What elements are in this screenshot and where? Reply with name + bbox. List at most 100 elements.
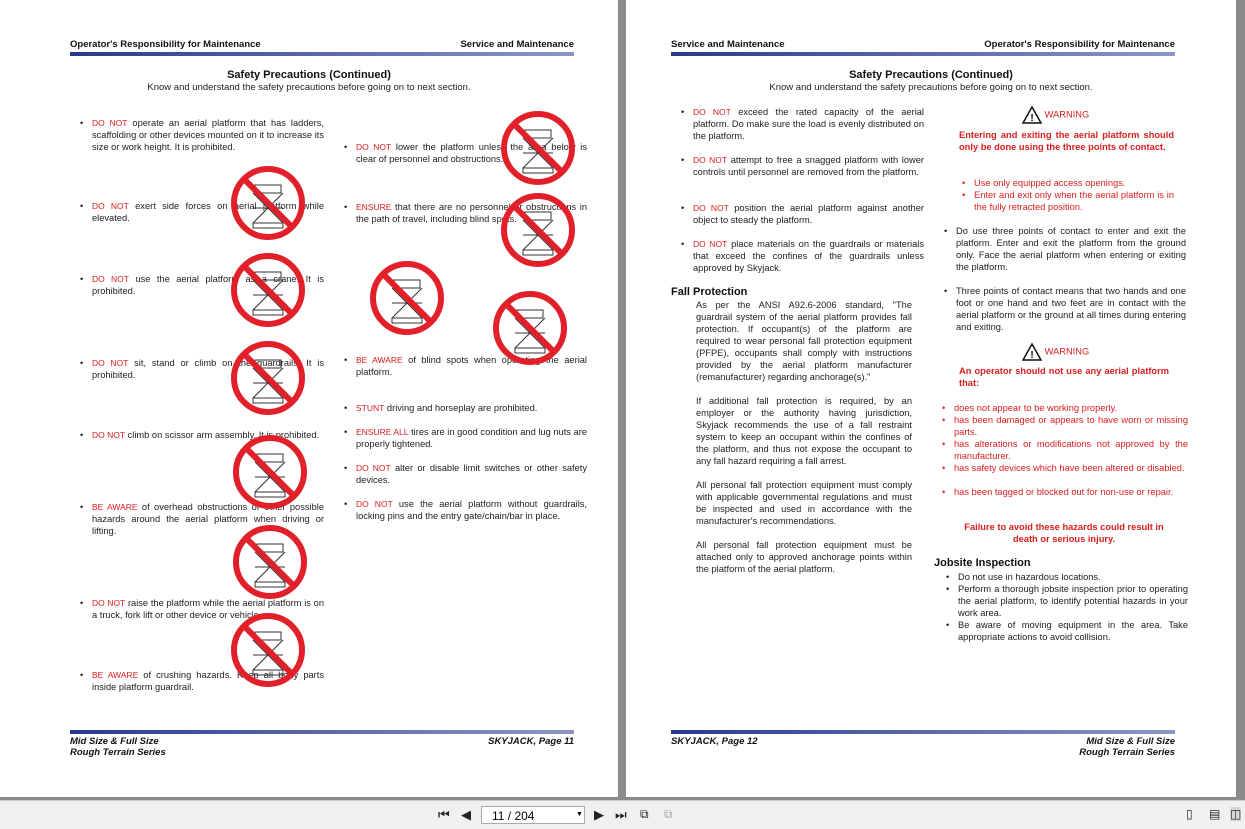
- safety-bullet: DO NOT place materials on the guardrails…: [681, 238, 924, 274]
- fit-page-icon[interactable]: ⧉: [640, 807, 649, 821]
- page-number-input[interactable]: 11 / 204: [481, 806, 585, 824]
- prohibition-sign-icon: [501, 111, 575, 185]
- fall-protection-paragraph: As per the ANSI A92.6-2006 standard, "Th…: [696, 300, 912, 382]
- last-page-icon[interactable]: ⏭: [615, 807, 627, 822]
- jobsite-item: Do not use in hazardous locations.: [946, 571, 1188, 583]
- keyword: ENSURE ALL: [356, 427, 409, 437]
- safety-bullet: DO NOT climb on scissor arm assembly. It…: [80, 429, 324, 441]
- header-right: Service and Maintenance: [460, 39, 574, 50]
- keyword: BE AWARE: [92, 670, 139, 680]
- safety-bullet: BE AWARE of overhead obstructions or oth…: [80, 501, 324, 537]
- bullet-text: place materials on the guardrails or mat…: [693, 239, 924, 273]
- keyword: DO NOT: [693, 239, 728, 249]
- bullet-text: exceed the rated capacity of the aerial …: [693, 107, 924, 141]
- next-page-icon[interactable]: ▶: [594, 807, 604, 822]
- keyword: DO NOT: [693, 203, 729, 213]
- bullet-text: of crushing hazards. Keep all body parts…: [92, 670, 324, 692]
- first-page-icon[interactable]: ⏮: [438, 807, 450, 822]
- header-right: Operator's Responsibility for Maintenanc…: [984, 39, 1175, 50]
- keyword: DO NOT: [693, 155, 728, 165]
- safety-bullet: ENSURE that there are no personnel or ob…: [344, 201, 587, 225]
- header-left: Service and Maintenance: [671, 39, 785, 50]
- bullet-text: of blind spots when operating the aerial…: [356, 355, 587, 377]
- bullet-text: position the aerial platform against ano…: [693, 203, 924, 225]
- page-11: Operator's Responsibility for Maintenanc…: [0, 0, 618, 797]
- bullet-text: exert side forces on aerial platform whi…: [92, 201, 324, 223]
- header-left: Operator's Responsibility for Maintenanc…: [70, 39, 261, 50]
- safety-bullet: STUNT driving and horseplay are prohibit…: [344, 402, 587, 414]
- keyword: BE AWARE: [92, 502, 138, 512]
- fall-protection-heading: Fall Protection: [671, 286, 748, 298]
- keyword: ENSURE: [356, 202, 392, 212]
- footer-page: SKYJACK, Page 11: [488, 736, 574, 747]
- prev-page-icon[interactable]: ◀: [461, 807, 471, 822]
- page-subtitle: Know and understand the safety precautio…: [147, 82, 471, 93]
- warning-label: WARNING: [1044, 109, 1090, 120]
- header-bar: [671, 52, 1175, 56]
- safety-bullet: BE AWARE of blind spots when operating t…: [344, 354, 587, 378]
- prohibition-sign-icon: [370, 261, 444, 335]
- warning-2-bullet: has safety devices which have been alter…: [942, 462, 1188, 474]
- safety-bullet: DO NOT use the aerial platform without g…: [344, 498, 587, 522]
- keyword: DO NOT: [92, 430, 126, 440]
- keyword: DO NOT: [693, 107, 731, 117]
- warning-2-bullet: has alterations or modifications not app…: [942, 438, 1188, 462]
- keyword: DO NOT: [92, 274, 129, 284]
- svg-text:!: !: [1030, 350, 1033, 361]
- footer-series: Mid Size & Full Size: [1086, 736, 1175, 747]
- safety-bullet: DO NOT alter or disable limit switches o…: [344, 462, 587, 486]
- warning-2-bullet: has been damaged or appears to have worn…: [942, 414, 1188, 438]
- keyword: STUNT: [356, 403, 385, 413]
- footer-right: Mid Size & Full Size Rough Terrain Series: [1079, 736, 1175, 758]
- bullet-text: alter or disable limit switches or other…: [356, 463, 587, 485]
- continuous-icon[interactable]: ▤: [1209, 807, 1221, 821]
- footer-left: Mid Size & Full Size Rough Terrain Series: [70, 736, 166, 758]
- keyword: DO NOT: [92, 598, 126, 608]
- safety-bullet: DO NOT sit, stand or climb on the guardr…: [80, 357, 324, 381]
- entry-bullet: Do use three points of contact to enter …: [944, 225, 1186, 273]
- fall-protection-paragraph: If additional fall protection is require…: [696, 396, 912, 466]
- warning-2-text: An operator should not use any aerial pl…: [959, 366, 1169, 388]
- warning-triangle-icon: !: [1021, 342, 1043, 361]
- footer-series: Mid Size & Full Size: [70, 736, 159, 747]
- keyword: DO NOT: [356, 142, 392, 152]
- keyword: BE AWARE: [356, 355, 403, 365]
- safety-bullet: BE AWARE of crushing hazards. Keep all b…: [80, 669, 324, 693]
- single-page-icon[interactable]: ▯: [1186, 807, 1193, 821]
- two-page-icon[interactable]: ◫: [1230, 807, 1242, 821]
- page-dropdown-icon[interactable]: ▼: [576, 811, 583, 818]
- safety-bullet: DO NOT operate an aerial platform that h…: [80, 117, 324, 153]
- bullet-text: climb on scissor arm assembly. It is pro…: [125, 430, 320, 440]
- footer-bar: [70, 730, 574, 734]
- prohibition-sign-icon: [231, 341, 305, 415]
- bullet-text: sit, stand or climb on the guardrails. I…: [92, 358, 324, 380]
- failure-text: Failure to avoid these hazards could res…: [964, 522, 1164, 544]
- prohibition-sign-icon: [233, 525, 307, 599]
- warning-triangle-icon: !: [1021, 105, 1043, 124]
- bullet-text: operate an aerial platform that has ladd…: [92, 118, 324, 152]
- bullet-text: use the aerial platform without guardrai…: [356, 499, 587, 521]
- safety-bullet: DO NOT use the aerial platform as a cran…: [80, 273, 324, 297]
- keyword: DO NOT: [356, 463, 391, 473]
- fall-protection-paragraph: All personal fall protection equipment m…: [696, 540, 912, 574]
- safety-bullet: DO NOT exert side forces on aerial platf…: [80, 200, 324, 224]
- safety-bullet: DO NOT raise the platform while the aeri…: [80, 597, 324, 621]
- safety-bullet: DO NOT lower the platform unless the are…: [344, 141, 587, 165]
- warning-1-bullet: Use only equipped access openings.: [962, 177, 1174, 189]
- bullet-text: that there are no personnel or obstructi…: [356, 202, 587, 224]
- warning-2-bullet: does not appear to be working properly.: [942, 402, 1188, 414]
- keyword: DO NOT: [356, 499, 393, 509]
- prohibition-sign-icon: [493, 291, 567, 365]
- bullet-text: of overhead obstructions or other possib…: [92, 502, 324, 536]
- safety-bullet: DO NOT exceed the rated capacity of the …: [681, 106, 924, 142]
- footer-bar: [671, 730, 1175, 734]
- bullet-text: tires are in good condition and lug nuts…: [356, 427, 587, 449]
- keyword: DO NOT: [92, 358, 129, 368]
- warning-1-text: Entering and exiting the aerial platform…: [959, 130, 1174, 152]
- fall-protection-paragraph: All personal fall protection equipment m…: [696, 480, 912, 526]
- pdf-toolbar: ⏮ ◀ 11 / 204 ▼ ▶ ⏭ ⧉ ⧉ ▯ ▤ ◫: [0, 800, 1245, 829]
- prohibition-sign-icon: [233, 435, 307, 509]
- keyword: DO NOT: [92, 201, 129, 211]
- page-title: Safety Precautions (Continued): [849, 69, 1013, 81]
- fit-width-icon[interactable]: ⧉: [664, 807, 673, 821]
